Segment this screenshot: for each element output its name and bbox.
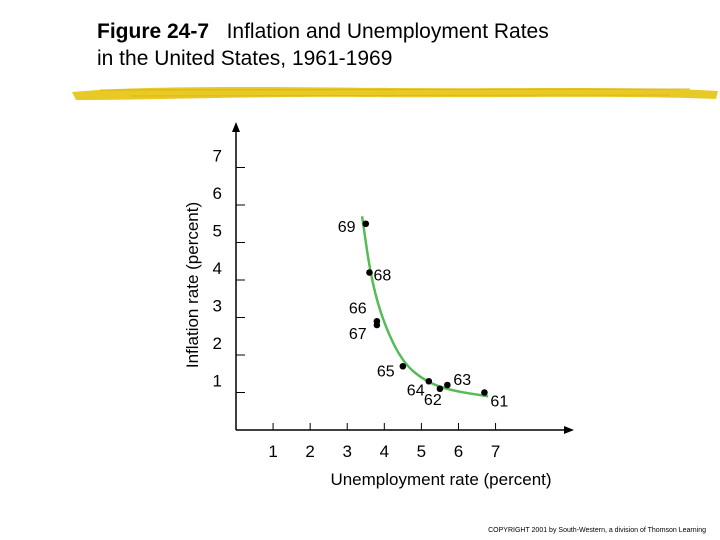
figure-title: Figure 24-7 Inflation and Unemployment R…: [97, 18, 549, 72]
y-axis-arrow: [232, 122, 240, 132]
x-tick-label-5: 5: [417, 442, 426, 461]
data-label-66: 66: [349, 300, 367, 317]
y-tick-label-5: 5: [213, 222, 222, 241]
data-label-61: 61: [490, 394, 508, 411]
data-label-67: 67: [349, 326, 367, 343]
y-tick-label-2: 2: [213, 334, 222, 353]
x-axis-arrow: [564, 426, 574, 434]
x-tick-label-6: 6: [454, 442, 463, 461]
x-tick-label-1: 1: [268, 442, 277, 461]
data-point-64: [425, 377, 433, 385]
x-tick-label-2: 2: [305, 442, 314, 461]
yellow-brush-stroke: [72, 86, 718, 100]
copyright-notice: COPYRIGHT 2001 by South-Western, a divis…: [488, 527, 706, 534]
x-tick-label-7: 7: [491, 442, 500, 461]
title-line-2: in the United States, 1961-1969: [97, 47, 393, 70]
data-point-62: [436, 385, 444, 393]
y-tick-label-7: 7: [213, 147, 222, 166]
y-tick-label-3: 3: [213, 297, 222, 316]
y-tick-label-4: 4: [213, 259, 222, 278]
title-line-1: Inflation and Unemployment Rates: [226, 20, 549, 43]
x-axis-label: Unemployment rate (percent): [330, 470, 551, 489]
data-point-65: [399, 362, 407, 370]
figure-label: Figure 24-7: [97, 20, 210, 43]
data-label-68: 68: [373, 268, 391, 285]
y-axis-label: Inflation rate (percent): [183, 202, 202, 368]
data-label-69: 69: [338, 219, 356, 236]
data-label-63: 63: [453, 372, 471, 389]
data-point-61: [481, 389, 488, 396]
data-point-69: [362, 220, 370, 228]
data-point-63: [444, 381, 451, 389]
data-label-64: 64: [407, 382, 425, 399]
x-tick-label-3: 3: [343, 442, 352, 461]
data-label-62: 62: [424, 392, 442, 409]
data-label-65: 65: [377, 363, 395, 380]
x-tick-label-4: 4: [380, 442, 389, 461]
data-point-68: [366, 269, 373, 276]
y-tick-label-6: 6: [213, 184, 222, 203]
data-point-67: [373, 321, 381, 329]
y-tick-label-1: 1: [213, 372, 222, 391]
phillips-curve-line: [360, 216, 489, 398]
